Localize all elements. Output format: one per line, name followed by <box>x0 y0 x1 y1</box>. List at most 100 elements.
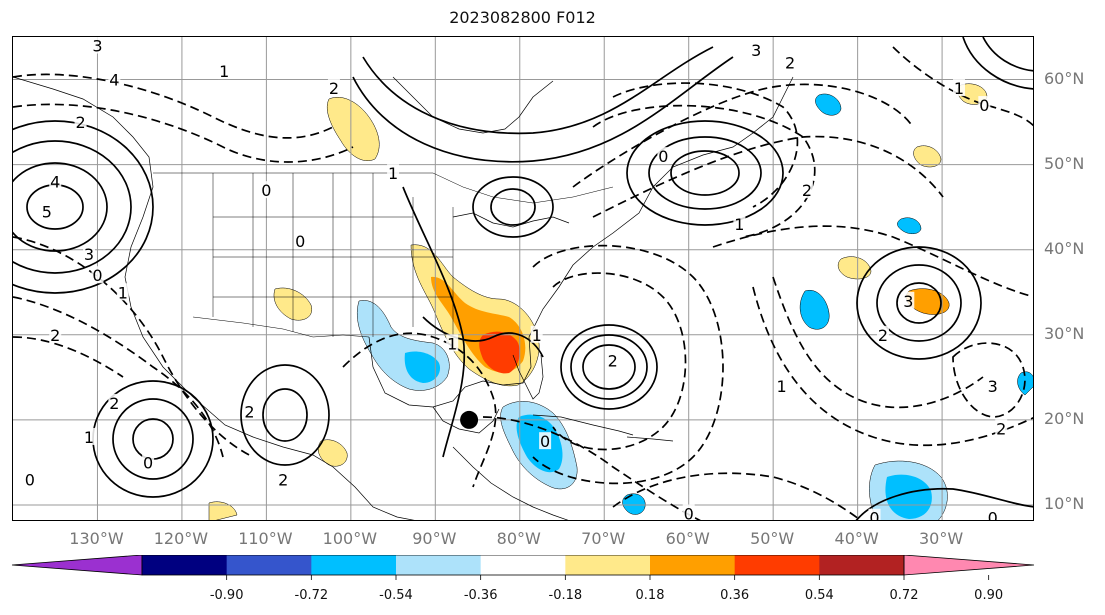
longitude-label: 110°W <box>238 529 293 548</box>
contour-label: 0 <box>92 266 102 285</box>
shade-negative-atlantic-east-core <box>885 474 932 519</box>
colorbar-tick-label: -0.36 <box>463 588 498 603</box>
contour-high-atlantic-3 <box>856 246 982 360</box>
shade-positive-subtropics <box>837 256 872 280</box>
contour-dashed-atlantic-ring-2 <box>532 244 724 485</box>
contour-label: 2 <box>785 54 795 73</box>
shade-positive-atlantic-north <box>913 145 942 168</box>
contour-label: 4 <box>109 71 119 90</box>
contour-label: 0 <box>869 509 879 521</box>
contour-label: 2 <box>608 351 618 370</box>
colorbar-segment <box>819 555 905 575</box>
contour-label-bg <box>387 164 400 182</box>
contour-label-bg <box>74 113 87 131</box>
latitude-label: 60°N <box>1044 68 1085 88</box>
contour-label-bg <box>868 508 881 520</box>
contour-dashed-south <box>612 472 862 520</box>
contour-dashed-east-3 <box>952 342 1026 418</box>
longitude-label: 70°W <box>581 529 626 548</box>
contour-label: 2 <box>109 394 119 413</box>
contour-label: 0 <box>684 504 694 521</box>
contour-label-bg <box>108 393 121 411</box>
contour-dashed-labrador-1 <box>612 82 799 208</box>
contour-label-bg <box>446 334 459 352</box>
contour-label: 2 <box>50 326 60 345</box>
contour-label: 0 <box>295 232 305 251</box>
contour-label-bg <box>83 244 96 262</box>
contour-label: 2 <box>878 326 888 345</box>
contour-label: 1 <box>388 164 398 183</box>
contour-iceland-1 <box>962 37 1033 90</box>
contour-central-pacific-2 <box>240 364 330 466</box>
contour-low-atlantic-3 <box>560 324 658 410</box>
colorbar-extend-low <box>11 555 143 576</box>
contour-label: 0 <box>261 181 271 200</box>
colorbar-extend-high <box>903 555 1035 576</box>
contour-label-bg <box>682 504 695 520</box>
contour-jet-north-2 <box>352 56 734 163</box>
shade-positive-central-america <box>318 439 348 467</box>
longitude-label: 100°W <box>322 529 378 548</box>
contour-dashed-north-2 <box>13 103 354 163</box>
contour-dashed-mexico <box>13 296 224 458</box>
shade-negative-labrador <box>815 93 842 116</box>
colorbar-tick-label: 0.90 <box>974 588 1004 603</box>
contour-label: 1 <box>532 326 542 345</box>
contour-label-bg <box>218 62 231 80</box>
colorbar-segment <box>565 555 651 575</box>
contour-iceland-2 <box>982 37 1033 72</box>
coastlines <box>13 76 794 520</box>
graticule <box>13 37 1033 520</box>
coastline-cuba <box>532 414 634 436</box>
contour-greatlakes-1 <box>490 188 536 226</box>
contour-label: 0 <box>988 509 998 521</box>
contour-label: 3 <box>751 41 761 60</box>
contour-label: 5 <box>42 202 52 221</box>
contour-labrador-3 <box>626 120 784 226</box>
colorbar-tick-label: 0.36 <box>720 588 750 603</box>
colorbar-tick-label: 0.18 <box>635 588 665 603</box>
contour-label: 2 <box>802 181 812 200</box>
contour-dashed-mid-3 <box>712 225 1033 298</box>
contour-low-atlantic-1 <box>582 344 636 390</box>
shade-negative-far-east <box>1017 371 1033 396</box>
contour-label: 3 <box>92 37 102 56</box>
coastline-florida <box>512 354 544 400</box>
colorbar-outline <box>141 555 905 576</box>
contour-label-bg <box>327 79 340 97</box>
border-us-mexico <box>192 316 370 338</box>
contour-label: 0 <box>143 453 153 472</box>
contour-labrador-1 <box>670 150 740 196</box>
contour-label-bg <box>775 376 788 394</box>
contour-label-bg <box>530 325 543 343</box>
contour-dashed-gulf-coast <box>13 236 254 458</box>
state-borders <box>153 172 614 338</box>
coastline-hudson <box>392 76 554 134</box>
colorbar-segment <box>480 555 566 575</box>
colorbar-tick-label: 0.72 <box>889 588 919 603</box>
contour-dashed-atlantic-ring-1 <box>552 272 687 451</box>
colorbar-tick-label: -0.54 <box>379 588 413 603</box>
contour-label: 1 <box>777 377 787 396</box>
latitude-label: 10°N <box>1044 493 1085 513</box>
contour-high-atlantic-2 <box>876 264 962 342</box>
contour-label: 2 <box>244 402 254 421</box>
colorbar <box>11 555 1035 580</box>
contour-label: 0 <box>658 147 668 166</box>
longitude-label: 120°W <box>153 529 209 548</box>
contour-label: 2 <box>75 113 85 132</box>
contour-label: 3 <box>84 245 94 264</box>
contour-label-bg <box>116 283 129 301</box>
border-grid-states <box>212 173 454 337</box>
contour-label-bg <box>277 470 290 488</box>
contour-label-bg <box>260 181 273 199</box>
colorbar-tick-label: 0.54 <box>804 588 834 603</box>
contour-dashed-north-1 <box>13 73 334 139</box>
contour-label-bg <box>91 266 104 284</box>
contour-label: 0 <box>540 432 550 451</box>
longitude-label: 50°W <box>750 529 795 548</box>
contour-label-bg <box>539 432 552 450</box>
